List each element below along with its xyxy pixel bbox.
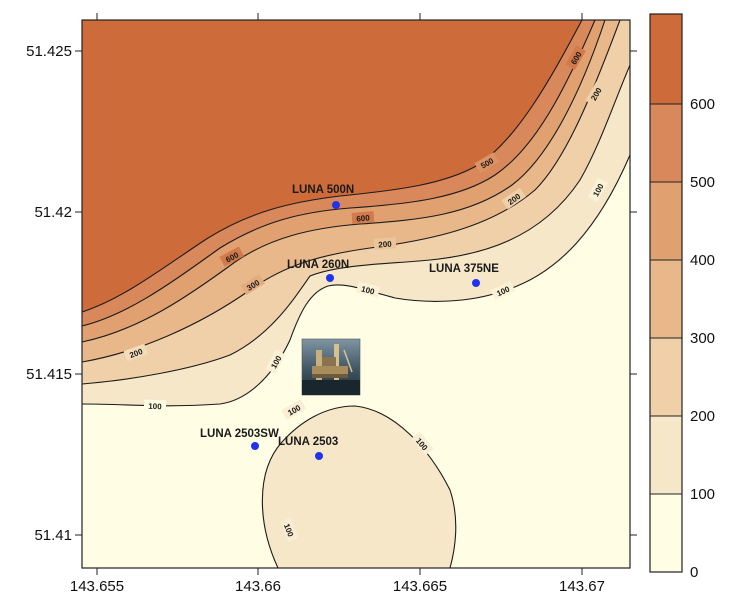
colorbar-frame: [649, 13, 683, 573]
contour-line-300: [82, 20, 621, 363]
contour-line-600: [82, 20, 583, 313]
colorbar-label-200: 200: [690, 408, 715, 425]
colorbar-segment-600: [650, 14, 682, 104]
colorbar-segment-500: [650, 104, 682, 182]
plot-area: 100 100 100 100 100 100 100 100 200 200 …: [82, 20, 630, 568]
southern-band-100-200: [262, 406, 456, 568]
well-label-luna-260n: LUNA 260N: [287, 259, 349, 271]
contour-line-500: [82, 20, 596, 327]
colorbar-segment-200: [650, 338, 682, 416]
contour-label-200-west: 200: [128, 347, 144, 360]
colorbar-segment-400: [650, 182, 682, 260]
y-tick-label-51-425: 51.425: [26, 43, 72, 60]
colorbar-label-400: 400: [690, 252, 715, 269]
well-marker-luna-260n[interactable]: [326, 274, 334, 282]
well-luna-2503sw[interactable]: LUNA 2503SW: [200, 428, 279, 450]
well-luna-2503[interactable]: LUNA 2503: [278, 436, 338, 460]
contour-lines: [82, 20, 630, 568]
colorbar-label-500: 500: [690, 174, 715, 191]
plot-frame: [81, 19, 631, 569]
x-tick-label-143-67: 143.67: [559, 578, 605, 595]
well-marker-luna-2503[interactable]: [315, 452, 323, 460]
colorbar-segment-300: [650, 260, 682, 338]
x-tick-label-143-66: 143.66: [235, 578, 281, 595]
contour-line-400: [82, 20, 606, 343]
band-above-600: [82, 20, 582, 312]
oil-platform-photo-icon: [301, 338, 361, 396]
well-label-luna-2503sw: LUNA 2503SW: [200, 428, 279, 440]
x-axis-tick-labels: 143.655 143.66 143.665 143.67: [70, 578, 605, 595]
well-luna-500n[interactable]: LUNA 500N: [292, 184, 354, 209]
y-tick-label-51-42: 51.42: [34, 204, 72, 221]
y-tick-label-51-41: 51.41: [34, 527, 72, 544]
well-marker-luna-375ne[interactable]: [472, 279, 480, 287]
contour-label-200-center: 200: [378, 240, 392, 250]
contour-line-southern-100: [261, 405, 457, 568]
colorbar: 0 100 200 300 400 500 600: [649, 13, 715, 581]
wells: LUNA 500N LUNA 260N LUNA 375NE LUNA 2503…: [200, 184, 499, 460]
contour-line-200: [82, 64, 630, 385]
contour-line-100: [82, 154, 630, 407]
y-tick-label-51-415: 51.415: [26, 366, 72, 383]
well-label-luna-2503: LUNA 2503: [278, 436, 338, 448]
well-label-luna-500n: LUNA 500N: [292, 184, 354, 196]
colorbar-label-300: 300: [690, 330, 715, 347]
colorbar-label-0: 0: [690, 564, 698, 581]
colorbar-label-100: 100: [690, 486, 715, 503]
well-label-luna-375ne: LUNA 375NE: [429, 263, 499, 275]
contour-label-100-east: 100: [360, 285, 376, 297]
well-luna-375ne[interactable]: LUNA 375NE: [429, 263, 499, 287]
colorbar-label-600: 600: [690, 96, 715, 113]
colorbar-segment-100: [650, 416, 682, 494]
y-axis-tick-labels: 51.425 51.42 51.415 51.41: [26, 43, 72, 544]
contour-labels: 100 100 100 100 100 100 100 100 200 200 …: [123, 45, 608, 543]
well-luna-260n[interactable]: LUNA 260N: [287, 259, 349, 282]
x-tick-label-143-665: 143.665: [393, 578, 447, 595]
well-marker-luna-2503sw[interactable]: [251, 442, 259, 450]
well-marker-luna-500n[interactable]: [332, 201, 340, 209]
axis-ticks: [75, 13, 637, 575]
x-tick-label-143-655: 143.655: [70, 578, 124, 595]
colorbar-segment-0: [650, 494, 682, 572]
contour-label-100-west: 100: [148, 402, 162, 411]
contour-label-600-center: 600: [356, 213, 371, 223]
